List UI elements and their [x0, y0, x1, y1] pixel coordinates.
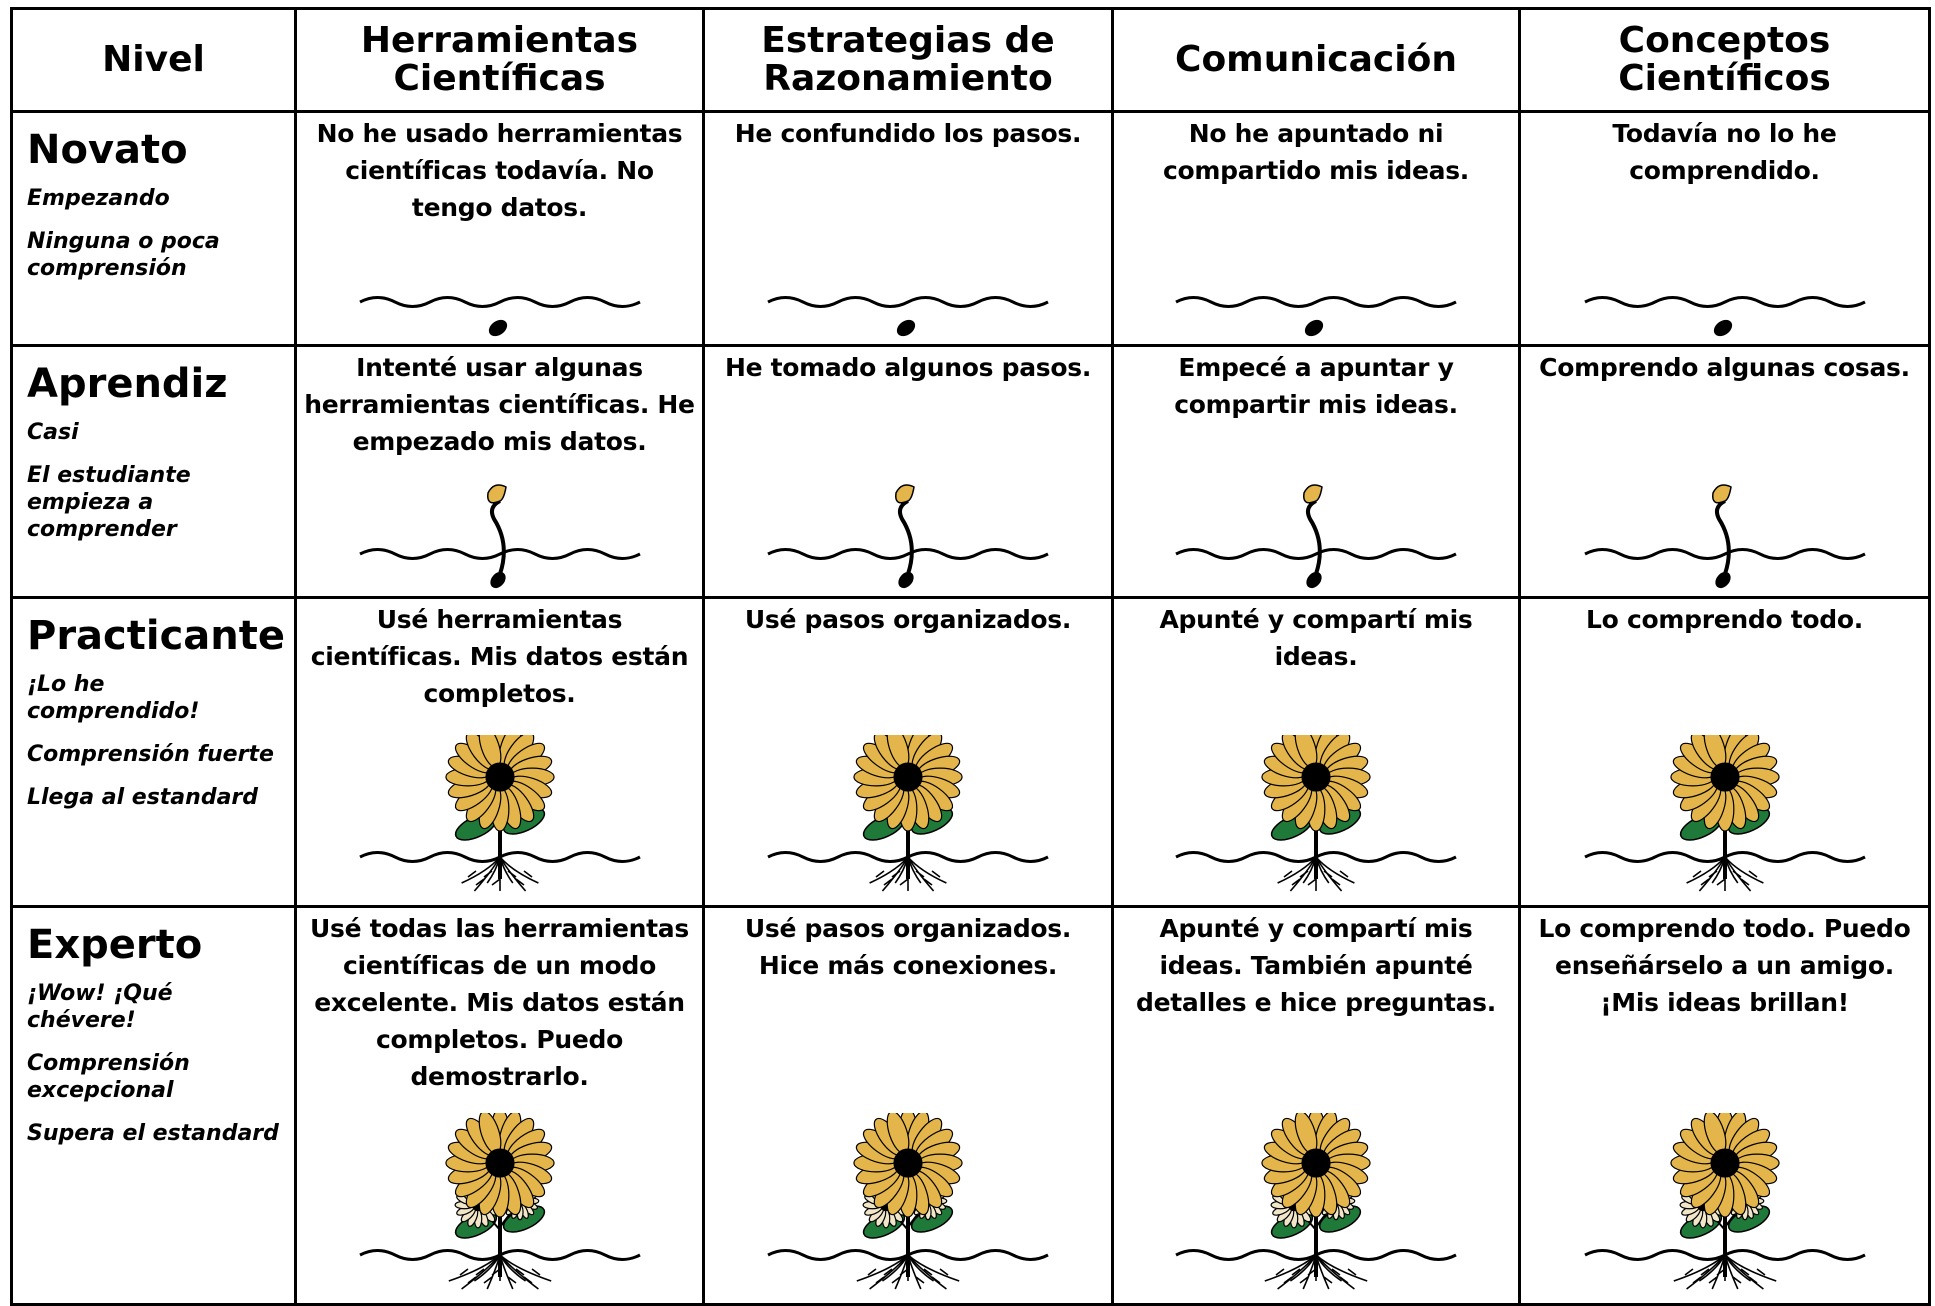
cell-text: Todavía no lo he comprendido. [1612, 119, 1837, 185]
header-cell: Estrategias de Razonamiento [705, 10, 1114, 113]
level-descriptor: Ninguna o poca comprensión [27, 229, 220, 281]
plant-illustration [767, 735, 1049, 892]
level-descriptor: Empezando [27, 186, 170, 211]
level-cell: Aprendiz Casi El estudiante empieza a comp… [13, 347, 297, 599]
level-descriptor: El estudiante empieza a comprender [27, 463, 191, 542]
plant-illustration [767, 484, 1049, 589]
cell-text: No he usado herramientas científicas tod… [316, 119, 683, 222]
rubric-cell: Empecé a apuntar y compartir mis ideas. [1114, 347, 1521, 599]
cell-text: Apunté y compartí mis ideas. También apu… [1136, 914, 1496, 1017]
header-cell: Nivel [13, 10, 297, 113]
cell-text: Comprendo algunas cosas. [1539, 353, 1910, 382]
cell-text: Apunté y compartí mis ideas. [1159, 605, 1473, 671]
cell-text: Lo comprendo todo. Puedo enseñárselo a u… [1538, 914, 1911, 1017]
plant-illustration [1583, 484, 1866, 589]
level-name: Aprendiz [27, 361, 228, 407]
rubric-cell: Apunté y compartí mis ideas. También apu… [1114, 908, 1521, 1306]
plant-illustration [767, 1113, 1049, 1290]
level-cell: Practicante ¡Lo he comprendido! Comprensió… [13, 599, 297, 908]
level-name: Novato [27, 127, 188, 173]
cell-text: Lo comprendo todo. [1586, 605, 1863, 634]
level-descriptor: ¡Lo he comprendido! [27, 672, 200, 724]
level-descriptor: Comprensión fuerte [27, 742, 274, 767]
level-descriptor: Llega al estandard [27, 785, 259, 810]
rubric-cell: Apunté y compartí mis ideas. [1114, 599, 1521, 908]
cell-text: No he apuntado ni compartido mis ideas. [1162, 119, 1469, 185]
plant-illustration [1175, 1113, 1457, 1290]
cell-text: Empecé a apuntar y compartir mis ideas. [1174, 353, 1458, 419]
level-name: Experto [27, 922, 203, 968]
level-descriptor: Comprensión excepcional [27, 1051, 190, 1103]
header-cell: Comunicación [1114, 10, 1521, 113]
rubric-cell: Lo comprendo todo. [1521, 599, 1931, 908]
level-cell: Novato Empezando Ninguna o poca comprensió… [13, 113, 297, 347]
plant-illustration [1175, 484, 1457, 589]
level-descriptor: Casi [27, 420, 79, 445]
plant-illustration [1175, 735, 1457, 892]
plant-illustration [358, 296, 641, 337]
cell-text: Usé todas las herramientas científicas d… [310, 914, 689, 1091]
rubric-cell: Usé pasos organizados. [705, 599, 1114, 908]
header-cell: Herramientas Científicas [297, 10, 705, 113]
plant-illustration [358, 1113, 641, 1290]
plant-illustration [1175, 296, 1457, 337]
cell-text: Usé pasos organizados. [744, 605, 1072, 634]
level-name: Practicante [27, 613, 286, 659]
cell-text: He tomado algunos pasos. [724, 353, 1092, 382]
rubric-cell: Todavía no lo he comprendido. [1521, 113, 1931, 347]
plant-illustration [1583, 296, 1866, 337]
level-descriptor: Supera el estandard [27, 1121, 279, 1146]
rubric-cell: Intenté usar algunas herramientas cientí… [297, 347, 705, 599]
cell-text: Intenté usar algunas herramientas cientí… [304, 353, 695, 456]
cell-text: He confundido los pasos. [734, 119, 1082, 148]
plant-illustration [767, 296, 1049, 337]
rubric-cell: Lo comprendo todo. Puedo enseñárselo a u… [1521, 908, 1931, 1306]
plant-illustration [1583, 1113, 1866, 1290]
rubric-cell: He confundido los pasos. [705, 113, 1114, 347]
level-descriptor: ¡Wow! ¡Qué chévere! [27, 981, 173, 1033]
plant-illustration [358, 735, 641, 892]
rubric-cell: Usé pasos organizados. Hice más conexion… [705, 908, 1114, 1306]
rubric-table: Nivel Herramientas Científicas Estrategias… [10, 7, 1931, 1306]
rubric-cell: Comprendo algunas cosas. [1521, 347, 1931, 599]
plant-illustration [1583, 735, 1866, 892]
rubric-cell: Usé herramientas científicas. Mis datos … [297, 599, 705, 908]
level-cell: Experto ¡Wow! ¡Qué chévere! Comprensión ex… [13, 908, 297, 1306]
cell-text: Usé herramientas científicas. Mis datos … [310, 605, 689, 708]
rubric-cell: No he usado herramientas científicas tod… [297, 113, 705, 347]
header-cell: Conceptos Científicos [1521, 10, 1931, 113]
rubric-cell: He tomado algunos pasos. [705, 347, 1114, 599]
rubric-cell: No he apuntado ni compartido mis ideas. [1114, 113, 1521, 347]
rubric-cell: Usé todas las herramientas científicas d… [297, 908, 705, 1306]
cell-text: Usé pasos organizados. Hice más conexion… [744, 914, 1072, 980]
plant-illustration [358, 484, 641, 589]
